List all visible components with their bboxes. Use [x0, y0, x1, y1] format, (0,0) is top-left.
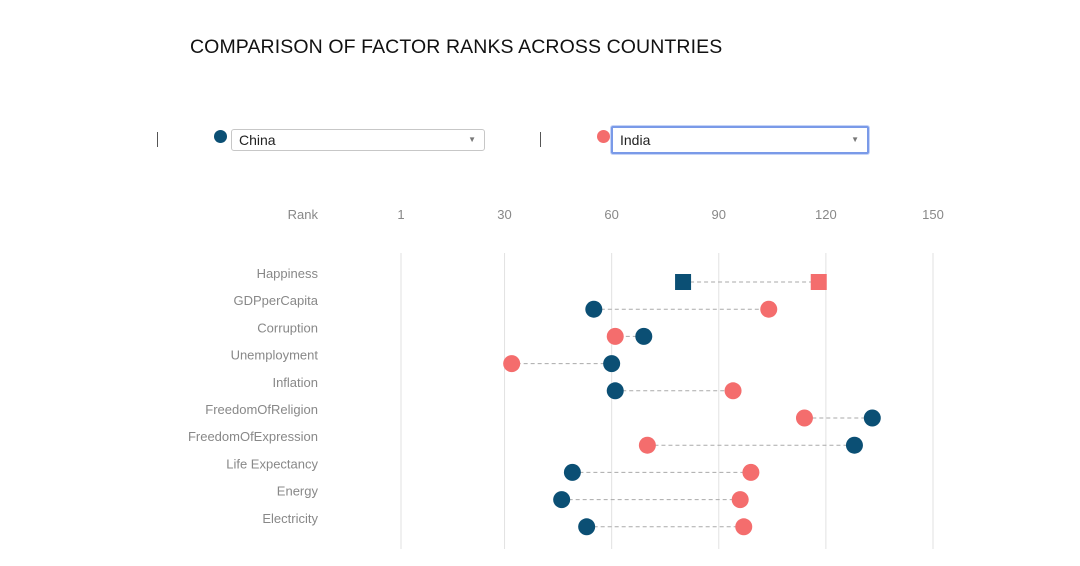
- x-axis-ticks: Rank 1 30 60 90 120 150: [288, 207, 944, 222]
- china-point[interactable]: [845, 436, 863, 454]
- chevron-down-icon: ▼: [468, 135, 476, 144]
- chart-grid: [400, 253, 934, 549]
- chart-row: FreedomOfReligion: [205, 402, 881, 427]
- category-label: GDPperCapita: [233, 293, 318, 308]
- x-tick-label: 30: [497, 207, 511, 222]
- india-point[interactable]: [735, 518, 753, 536]
- india-point[interactable]: [731, 491, 749, 509]
- china-point[interactable]: [863, 409, 881, 427]
- x-axis-label: Rank: [288, 207, 319, 222]
- x-tick-label: 90: [712, 207, 726, 222]
- category-label: FreedomOfExpression: [188, 429, 318, 444]
- chart-row: GDPperCapita: [233, 293, 778, 318]
- category-label: FreedomOfReligion: [205, 402, 318, 417]
- chart-row: Electricity: [262, 511, 753, 536]
- category-label: Inflation: [272, 375, 318, 390]
- category-label: Electricity: [262, 511, 318, 526]
- china-point-square[interactable]: [675, 274, 692, 290]
- category-label: Corruption: [257, 320, 318, 335]
- chart-row: Inflation: [272, 375, 742, 400]
- india-point-square[interactable]: [810, 274, 827, 290]
- india-point[interactable]: [795, 409, 813, 427]
- chart-row: Happiness: [257, 266, 827, 290]
- china-point[interactable]: [553, 491, 571, 509]
- right-country-select[interactable]: India ▼: [611, 126, 869, 154]
- right-control-divider: [540, 132, 541, 147]
- right-country-select-value: India: [620, 132, 651, 148]
- china-point[interactable]: [578, 518, 596, 536]
- chart-row: Corruption: [257, 320, 653, 345]
- china-point[interactable]: [606, 382, 624, 400]
- right-country-color-dot: [597, 130, 610, 143]
- india-point[interactable]: [742, 463, 760, 481]
- left-country-color-dot: [214, 130, 227, 143]
- china-point[interactable]: [585, 300, 603, 318]
- left-control-divider: [157, 132, 158, 147]
- category-label: Life Expectancy: [226, 456, 318, 471]
- india-point[interactable]: [638, 436, 656, 454]
- china-point[interactable]: [603, 355, 621, 373]
- india-point[interactable]: [760, 300, 778, 318]
- chart-row: Unemployment: [231, 348, 621, 373]
- x-tick-label: 150: [922, 207, 944, 222]
- chart-rows: Happiness GDPperCapita Corruption Unemploym…: [188, 266, 881, 536]
- chart-row: FreedomOfExpression: [188, 429, 863, 454]
- category-label: Happiness: [257, 266, 319, 281]
- left-country-select-value: China: [239, 132, 276, 148]
- chart-row: Energy: [277, 484, 749, 509]
- left-country-select[interactable]: China ▼: [231, 129, 485, 151]
- category-label: Unemployment: [231, 348, 319, 363]
- x-tick-label: 1: [397, 207, 404, 222]
- india-point[interactable]: [724, 382, 742, 400]
- category-label: Energy: [277, 484, 319, 499]
- chart-row: Life Expectancy: [226, 456, 760, 481]
- chevron-down-icon: ▼: [851, 135, 859, 144]
- x-tick-label: 60: [604, 207, 618, 222]
- x-tick-label: 120: [815, 207, 837, 222]
- china-point[interactable]: [635, 327, 653, 345]
- china-point[interactable]: [563, 463, 581, 481]
- india-point[interactable]: [606, 327, 624, 345]
- india-point[interactable]: [503, 355, 521, 373]
- chart-title: COMPARISON OF FACTOR RANKS ACROSS COUNTR…: [190, 36, 723, 58]
